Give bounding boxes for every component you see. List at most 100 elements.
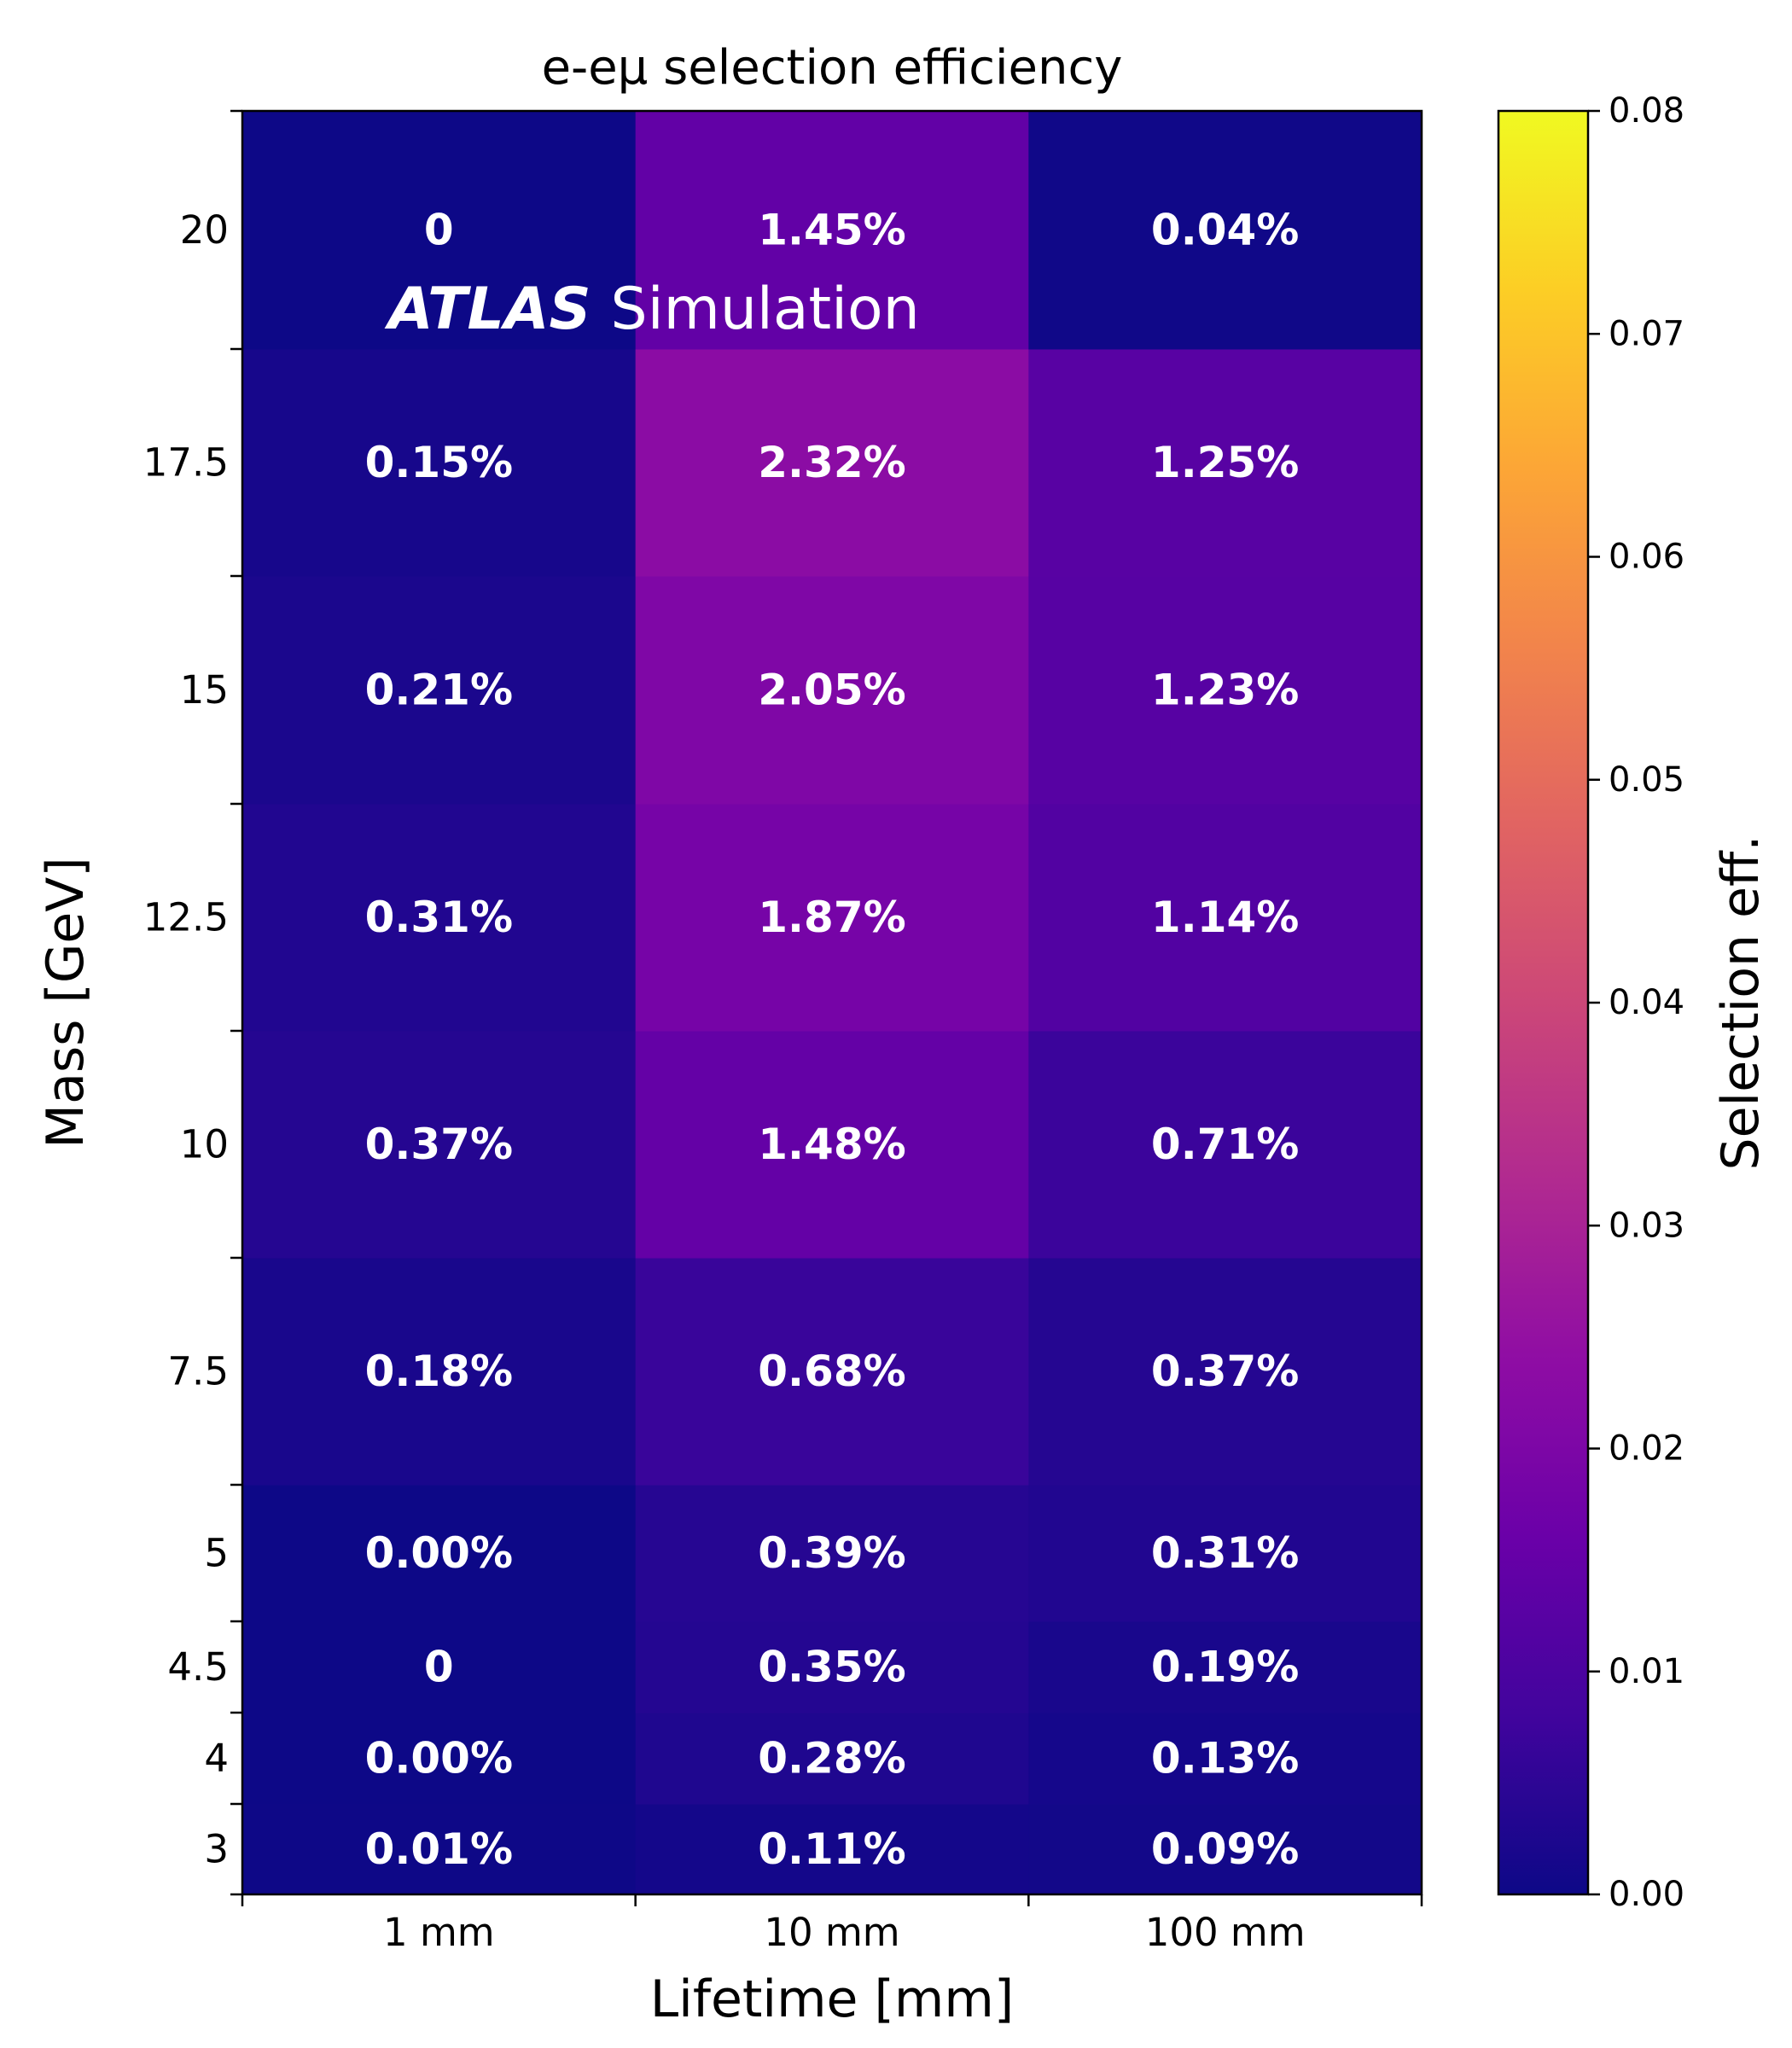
cell-value-label: 0.00% [365,1528,513,1578]
y-tick-label: 12.5 [143,895,229,940]
plot-frame [241,109,1423,1896]
cell-value-label: 0.21% [365,666,513,715]
cell-value-label: 0.09% [1151,1824,1299,1874]
colorbar-ticks [1588,109,1600,1896]
y-tick-label: 10 [180,1122,229,1167]
colorbar-tick-label: 0.04 [1609,983,1684,1022]
colorbar-tick-label: 0.06 [1609,538,1684,577]
y-tick-label: 15 [180,667,229,713]
cell-value-label: 0 [424,206,454,255]
heatmap-cell [635,111,1029,350]
heatmap-cell [635,1485,1029,1622]
cell-value-label: 1.87% [758,893,905,942]
x-tick-label: 100 mm [1145,1910,1306,1955]
cell-value-label: 0 [424,1643,454,1692]
colorbar-tick-label: 0.07 [1609,314,1684,353]
y-tick-label: 17.5 [143,440,229,486]
cell-value-label: 0.13% [1151,1734,1299,1783]
atlas-label: ATLAS Simulation [384,276,920,343]
heatmap-cell [242,111,637,350]
heatmap-cell [242,349,637,577]
cell-value-label: 0.71% [1151,1120,1299,1169]
colorbar [1497,109,1590,1896]
cell-value-label: 2.05% [758,666,905,715]
heatmap-cell [635,1804,1029,1895]
atlas-label-simulation: Simulation [611,276,920,343]
y-axis-ticks [230,109,242,1896]
heatmap-cell [1028,1485,1423,1622]
cell-value-label: 0.00% [365,1734,513,1783]
y-tick-label: 7.5 [167,1349,229,1394]
heatmap-cells [242,111,1423,1895]
y-tick-label: 4 [204,1736,229,1781]
heatmap-cell [1028,349,1423,577]
heatmap-cell [242,804,637,1032]
colorbar-tick-label: 0.05 [1609,760,1684,800]
x-axis-label: Lifetime [mm] [650,1969,1014,2029]
heatmap-cell [635,804,1029,1032]
cell-value-label: 0.11% [758,1824,905,1874]
y-tick-label: 20 [180,207,229,253]
cell-value-label: 0.04% [1151,206,1299,255]
heatmap-cell [242,1485,637,1622]
cell-value-label: 1.25% [1151,438,1299,487]
heatmap-cell [1028,1031,1423,1259]
cell-value-label: 0.28% [758,1734,905,1783]
x-tick-label: 10 mm [764,1910,899,1955]
cell-value-label: 2.32% [758,438,905,487]
cell-value-label: 1.45% [758,206,905,255]
y-axis-label: Mass [GeV] [36,857,96,1148]
cell-value-label: 0.19% [1151,1643,1299,1692]
colorbar-tick-labels: 0.00 0.01 0.02 0.03 0.04 0.05 0.06 0.07 0.08 [1609,91,1684,1914]
heatmap-cell [1028,576,1423,805]
cell-value-label: 0.31% [365,893,513,942]
heatmap-cell [242,576,637,805]
cell-value-label: 1.48% [758,1120,905,1169]
heatmap-cell [635,1621,1029,1713]
heatmap-cell [1028,1621,1423,1713]
cell-value-label: 0.39% [758,1528,905,1578]
cell-value-label: 0.15% [365,438,513,487]
atlas-label-bold: ATLAS [384,276,591,343]
heatmap-cell [635,576,1029,805]
cell-value-label: 0.37% [1151,1347,1299,1396]
chart-title: e-eμ selection efficiency [542,40,1123,96]
heatmap-cell [1028,1258,1423,1486]
colorbar-tick-label: 0.03 [1609,1206,1684,1245]
cell-value-label: 1.23% [1151,666,1299,715]
heatmap-cell [242,1713,637,1805]
heatmap-cell [242,1804,637,1895]
heatmap-cell [635,349,1029,577]
y-tick-label: 3 [204,1827,229,1872]
cell-value-label: 0.68% [758,1347,905,1396]
x-axis-tick-labels: 1 mm 10 mm 100 mm [383,1910,1306,1955]
heatmap-cell [1028,804,1423,1032]
cell-value-label: 0.01% [365,1824,513,1874]
heatmap-cell [1028,111,1423,350]
heatmap-cell [242,1031,637,1259]
y-axis-tick-labels: 3 4 4.5 5 7.5 10 12.5 15 17.5 20 [143,207,229,1872]
x-tick-label: 1 mm [383,1910,495,1955]
colorbar-tick-label: 0.01 [1609,1652,1684,1691]
heatmap-cell-labels: 0.01% 0.11% 0.09% 0.00% 0.28% 0.13% 0 0.35% 0.19… [365,206,1300,1875]
cell-value-label: 0.18% [365,1347,513,1396]
colorbar-label: Selection eff. [1711,835,1771,1171]
cell-value-label: 0.37% [365,1120,513,1169]
heatmap-cell [1028,1713,1423,1805]
colorbar-tick-label: 0.08 [1609,91,1684,131]
heatmap-cell [1028,1804,1423,1895]
heatmap-cell [635,1031,1029,1259]
colorbar-tick-label: 0.00 [1609,1875,1684,1914]
heatmap-cell [242,1258,637,1486]
colorbar-tick-label: 0.02 [1609,1429,1684,1469]
heatmap-cell [635,1258,1029,1486]
y-tick-label: 4.5 [167,1644,229,1690]
heatmap-cell [635,1713,1029,1805]
heatmap-cell [242,1621,637,1713]
cell-value-label: 0.35% [758,1643,905,1692]
cell-value-label: 0.31% [1151,1528,1299,1578]
cell-value-label: 1.14% [1151,893,1299,942]
x-axis-ticks [241,1894,1423,1906]
y-tick-label: 5 [204,1531,229,1576]
